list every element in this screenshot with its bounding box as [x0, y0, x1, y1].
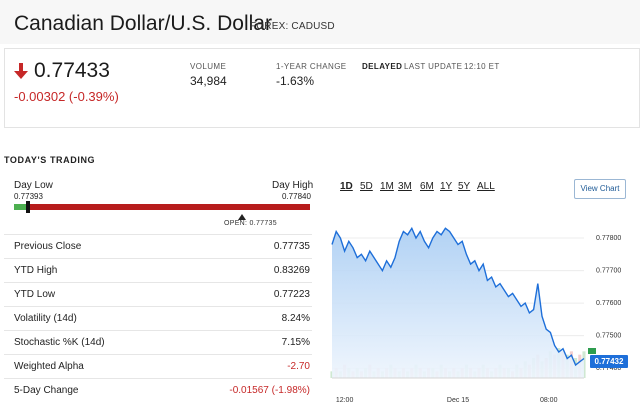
open-marker-icon [238, 214, 246, 220]
y-tick-label: 0.77500 [596, 333, 621, 340]
last-price: 0.77433 [34, 59, 110, 82]
table-row: 5-Day Change -0.01567 (-1.98%) [4, 378, 312, 402]
stat-value: 7.15% [281, 337, 310, 348]
last-update-value: 12:10 ET [464, 62, 500, 71]
day-high-label: Day High [272, 180, 314, 191]
y-tick-label: 0.77700 [596, 268, 621, 275]
view-chart-button[interactable]: View Chart [574, 179, 626, 199]
stat-name: 5-Day Change [14, 385, 79, 396]
stat-name: YTD Low [14, 289, 56, 300]
table-row: Weighted Alpha -2.70 [4, 354, 312, 378]
current-price-badge: 0.77432 [590, 355, 628, 368]
day-range-low-segment [14, 204, 26, 210]
current-price-flag [588, 348, 596, 354]
x-tick-label: 12:00 [336, 397, 354, 404]
x-tick-label: 08:00 [540, 397, 558, 404]
stat-value: 0.83269 [273, 265, 310, 276]
price-change: -0.00302 (-0.39%) [14, 89, 119, 104]
down-arrow-icon [14, 63, 28, 79]
stat-name: YTD High [14, 265, 58, 276]
y-tick-label: 0.77800 [596, 235, 621, 242]
year-change-value: -1.63% [276, 74, 315, 88]
tab-timeframe-5d[interactable]: 5D [360, 181, 373, 192]
table-row: Previous Close 0.77735 [4, 234, 312, 258]
quote-summary [4, 48, 640, 128]
y-tick-label: 0.77600 [596, 300, 621, 307]
x-tick-label: Dec 15 [447, 397, 469, 404]
last-update-label: LAST UPDATE [404, 62, 463, 71]
table-row: Stochastic %K (14d) 7.15% [4, 330, 312, 354]
page-title: Canadian Dollar/U.S. Dollar [14, 12, 272, 35]
price-area-fill [332, 228, 584, 378]
table-row: YTD High 0.83269 [4, 258, 312, 282]
volume-label: VOLUME [190, 62, 227, 71]
tab-timeframe-1d[interactable]: 1D [340, 181, 353, 192]
price-line [331, 226, 585, 367]
current-price-marker [26, 201, 30, 213]
stat-name: Previous Close [14, 241, 82, 252]
delayed-label: DELAYED [362, 62, 403, 71]
page-header: Canadian Dollar/U.S. Dollar FOREX: CADUS… [0, 0, 640, 44]
stat-value: -2.70 [287, 361, 310, 372]
stat-name: Weighted Alpha [14, 361, 84, 372]
price-chart-svg: 0.77800 0.77700 0.77600 0.77500 0.77400 12:00… [330, 226, 621, 404]
day-low-value: 0.77393 [14, 192, 43, 201]
stat-name: Volatility (14d) [14, 313, 77, 324]
stat-value: 0.77223 [273, 289, 310, 300]
stat-value: -0.01567 (-1.98%) [229, 385, 310, 396]
ticker-symbol: FOREX: CADUSD [250, 21, 335, 32]
y-tick-label: 0.77400 [596, 365, 621, 372]
day-low-label: Day Low [14, 180, 53, 191]
stat-name: Stochastic %K (14d) [14, 337, 105, 348]
table-row: Volatility (14d) 8.24% [4, 306, 312, 330]
tab-timeframe-3m[interactable]: 3M [398, 181, 412, 192]
day-high-value: 0.77840 [282, 192, 311, 201]
tab-timeframe-6m[interactable]: 6M [420, 181, 434, 192]
tab-timeframe-5y[interactable]: 5Y [458, 181, 471, 192]
open-label: OPEN: 0.77735 [224, 220, 277, 227]
volume-value: 34,984 [190, 74, 227, 88]
stat-value: 0.77735 [273, 241, 310, 252]
section-title-todays-trading: TODAY'S TRADING [4, 155, 96, 165]
tab-timeframe-1y[interactable]: 1Y [440, 181, 453, 192]
day-range-bar [14, 204, 310, 210]
tab-timeframe-1m[interactable]: 1M [380, 181, 394, 192]
table-row: YTD Low 0.77223 [4, 282, 312, 306]
tab-timeframe-all[interactable]: ALL [477, 181, 495, 192]
stat-value: 8.24% [281, 313, 310, 324]
year-change-label: 1-YEAR CHANGE [276, 62, 347, 71]
price-chart: 0.77800 0.77700 0.77600 0.77500 0.77400 12:00… [318, 200, 640, 413]
